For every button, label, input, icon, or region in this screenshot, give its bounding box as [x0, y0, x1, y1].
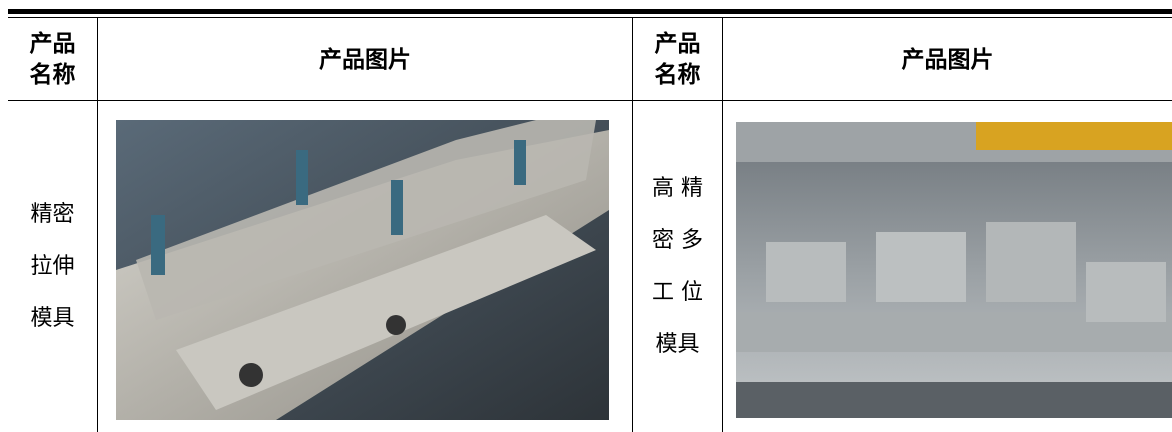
- product-photo: [116, 120, 609, 420]
- header-text: 产品: [654, 30, 701, 57]
- header-text: 产品图片: [319, 45, 411, 73]
- product-name: 精密: [30, 201, 75, 227]
- header-text: 名称: [654, 61, 701, 88]
- header-cell: 产品 名称: [8, 18, 97, 100]
- top-rule-thick: [8, 9, 1172, 14]
- header-text: 产品: [29, 30, 76, 57]
- product-name: 拉伸: [30, 253, 75, 279]
- header-cell: 产品图片: [98, 18, 632, 100]
- product-name: 模具: [655, 331, 700, 357]
- product-photo: [736, 122, 1172, 418]
- header-cell: 产品 名称: [633, 18, 722, 100]
- product-name: 模具: [30, 305, 75, 331]
- product-name: 密 多: [652, 227, 703, 253]
- header-rule: [8, 100, 1172, 101]
- product-name: 工 位: [652, 279, 703, 305]
- product-name-cell: 高 精 密 多 工 位 模具: [633, 101, 722, 432]
- product-name-cell: 精密 拉伸 模具: [8, 101, 97, 432]
- product-name: 高 精: [652, 175, 703, 201]
- column-divider: [97, 18, 98, 432]
- header-cell: 产品图片: [723, 18, 1172, 100]
- top-rule-thin: [8, 17, 1172, 18]
- column-divider: [632, 18, 633, 432]
- header-text: 名称: [29, 61, 76, 88]
- column-divider: [722, 18, 723, 432]
- header-text: 产品图片: [901, 45, 994, 73]
